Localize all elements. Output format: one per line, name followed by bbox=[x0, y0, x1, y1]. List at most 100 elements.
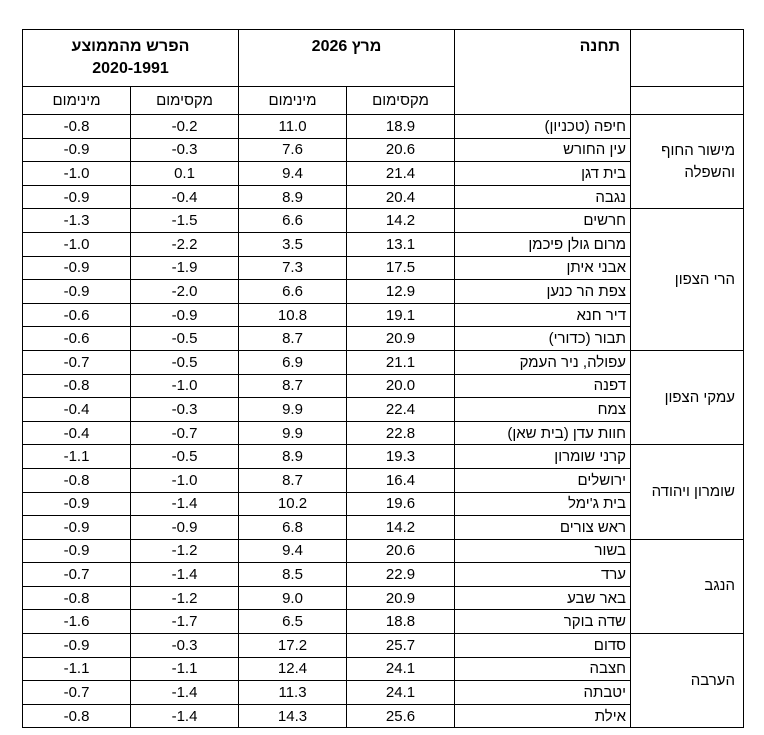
station-cell: עפולה, ניר העמק bbox=[454, 349, 632, 375]
diff-max-cell: -0.3 bbox=[130, 137, 240, 163]
march-max-cell: 19.6 bbox=[346, 491, 456, 517]
diff-min-cell: -0.9 bbox=[21, 279, 132, 304]
region-cell: הערבה bbox=[630, 633, 745, 729]
march-max-cell: 24.1 bbox=[346, 680, 456, 705]
diff-min-cell: -1.6 bbox=[21, 609, 132, 635]
table-row: ערד 22.9 8.5 -1.4 -0.7 bbox=[21, 562, 744, 587]
diff-min-cell: -0.6 bbox=[21, 326, 132, 351]
diff-max-cell: -1.9 bbox=[130, 255, 240, 281]
diff-max-cell: -0.5 bbox=[130, 326, 240, 351]
diff-min-cell: -0.8 bbox=[21, 373, 132, 399]
diff-min-cell: -0.9 bbox=[21, 515, 132, 540]
march-max-cell: 12.9 bbox=[346, 279, 456, 304]
diff-min-cell: -0.8 bbox=[21, 585, 132, 611]
diff-min-cell: -0.9 bbox=[21, 255, 132, 281]
table-row: דפנה 20.0 8.7 -1.0 -0.8 bbox=[21, 373, 744, 399]
station-cell: דיר חנא bbox=[454, 302, 632, 328]
diff-max-cell: -1.1 bbox=[130, 656, 240, 682]
table-row: צמח 22.4 9.9 -0.3 -0.4 bbox=[21, 397, 744, 422]
diff-header-line1: הפרש מהממוצע bbox=[71, 38, 190, 55]
diff-min-cell: -0.9 bbox=[21, 538, 132, 564]
station-cell: קרני שומרון bbox=[454, 444, 632, 469]
march-min-cell: 9.9 bbox=[238, 420, 348, 446]
diff-max-cell: -0.9 bbox=[130, 515, 240, 540]
station-cell: יטבתה bbox=[454, 680, 632, 705]
diff-max-cell: -1.4 bbox=[130, 703, 240, 729]
diff-min-cell: -0.4 bbox=[21, 397, 132, 422]
diff-min-header: מינימום bbox=[21, 86, 132, 115]
march-min-cell: 6.9 bbox=[238, 349, 348, 375]
station-cell: מרום גולן פיכמן bbox=[454, 231, 632, 257]
march-max-cell: 16.4 bbox=[346, 467, 456, 493]
station-cell: עין החורש bbox=[454, 137, 632, 163]
march-max-cell: 21.4 bbox=[346, 161, 456, 186]
march-min-cell: 12.4 bbox=[238, 656, 348, 682]
diff-min-cell: -0.9 bbox=[21, 491, 132, 517]
diff-max-cell: -2.2 bbox=[130, 231, 240, 257]
march-min-cell: 8.7 bbox=[238, 326, 348, 351]
diff-min-cell: -0.8 bbox=[21, 703, 132, 729]
table-row: מישור החוף והשפלה חיפה (טכניון) 18.9 11.0 -0… bbox=[21, 113, 745, 210]
diff-max-cell: -0.4 bbox=[130, 184, 240, 210]
diff-min-cell: -0.9 bbox=[21, 184, 132, 210]
march-max-cell: 25.6 bbox=[346, 703, 456, 729]
diff-min-cell: -1.1 bbox=[21, 656, 132, 682]
station-cell: אילת bbox=[454, 703, 632, 729]
march-max-cell: 25.7 bbox=[346, 633, 456, 658]
table-row: אבני איתן 17.5 7.3 -1.9 -0.9 bbox=[21, 255, 744, 281]
station-cell: בית ג'ימל bbox=[454, 491, 632, 517]
march-max-cell: 24.1 bbox=[346, 656, 456, 682]
station-cell: תבור (כדורי) bbox=[454, 326, 632, 351]
station-cell: בית דגן bbox=[454, 161, 632, 186]
diff-min-cell: -0.7 bbox=[21, 349, 132, 375]
diff-min-cell: -0.7 bbox=[21, 680, 132, 705]
table-row: הרי הצפון חרשים 14.2 6.6 -1.5 -1.3 bbox=[21, 208, 745, 351]
diff-max-cell: -2.0 bbox=[130, 279, 240, 304]
diff-max-cell: -1.2 bbox=[130, 538, 240, 564]
station-cell: חצבה bbox=[454, 656, 632, 682]
march-min-cell: 7.6 bbox=[238, 137, 348, 163]
march-max-cell: 18.9 bbox=[346, 114, 456, 139]
march-min-cell: 10.8 bbox=[238, 302, 348, 328]
table-body: מישור החוף והשפלה חיפה (טכניון) 18.9 11.0 -0… bbox=[21, 113, 745, 729]
diff-max-cell: -0.7 bbox=[130, 420, 240, 446]
diff-min-cell: -1.1 bbox=[21, 444, 132, 469]
region-header bbox=[630, 29, 745, 87]
diff-max-cell: -0.2 bbox=[130, 114, 240, 139]
march-max-cell: 19.1 bbox=[346, 302, 456, 328]
station-cell: באר שבע bbox=[454, 585, 632, 611]
diff-max-cell: -0.5 bbox=[130, 349, 240, 375]
march-max-cell: 20.4 bbox=[346, 184, 456, 210]
march-min-cell: 8.5 bbox=[238, 562, 348, 587]
march-min-cell: 6.8 bbox=[238, 515, 348, 540]
station-cell: שדה בוקר bbox=[454, 609, 632, 635]
station-cell: ערד bbox=[454, 562, 632, 587]
march-max-cell: 14.2 bbox=[346, 208, 456, 233]
march-max-cell: 18.8 bbox=[346, 609, 456, 635]
diff-header-line2: 2020-1991 bbox=[92, 60, 169, 77]
station-cell: ראש צורים bbox=[454, 515, 632, 540]
diff-max-cell: -1.4 bbox=[130, 491, 240, 517]
region-cell: מישור החוף והשפלה bbox=[630, 113, 745, 210]
diff-header: הפרש מהממוצע 2020-1991 bbox=[21, 29, 240, 87]
diff-max-cell: -0.3 bbox=[130, 397, 240, 422]
station-cell: נגבה bbox=[454, 184, 632, 210]
march-min-cell: 17.2 bbox=[238, 633, 348, 658]
region-cell: עמקי הצפון bbox=[630, 349, 745, 446]
diff-min-cell: -0.9 bbox=[21, 633, 132, 658]
march-min-header: מינימום bbox=[238, 86, 348, 115]
march-min-cell: 6.6 bbox=[238, 208, 348, 233]
march-max-cell: 14.2 bbox=[346, 515, 456, 540]
table-row: נגבה 20.4 8.9 -0.4 -0.9 bbox=[21, 184, 744, 210]
region-cell: הרי הצפון bbox=[630, 208, 745, 351]
diff-min-cell: -0.6 bbox=[21, 302, 132, 328]
march-min-cell: 11.0 bbox=[238, 114, 348, 139]
station-cell: צפת הר כנען bbox=[454, 279, 632, 304]
station-cell: אבני איתן bbox=[454, 255, 632, 281]
table-row: חוות עדן (בית שאן) 22.8 9.9 -0.7 -0.4 bbox=[21, 420, 744, 446]
march-max-cell: 21.1 bbox=[346, 349, 456, 375]
diff-max-cell: -1.7 bbox=[130, 609, 240, 635]
station-cell: סדום bbox=[454, 633, 632, 658]
march-max-cell: 20.9 bbox=[346, 585, 456, 611]
table-row: באר שבע 20.9 9.0 -1.2 -0.8 bbox=[21, 585, 744, 611]
